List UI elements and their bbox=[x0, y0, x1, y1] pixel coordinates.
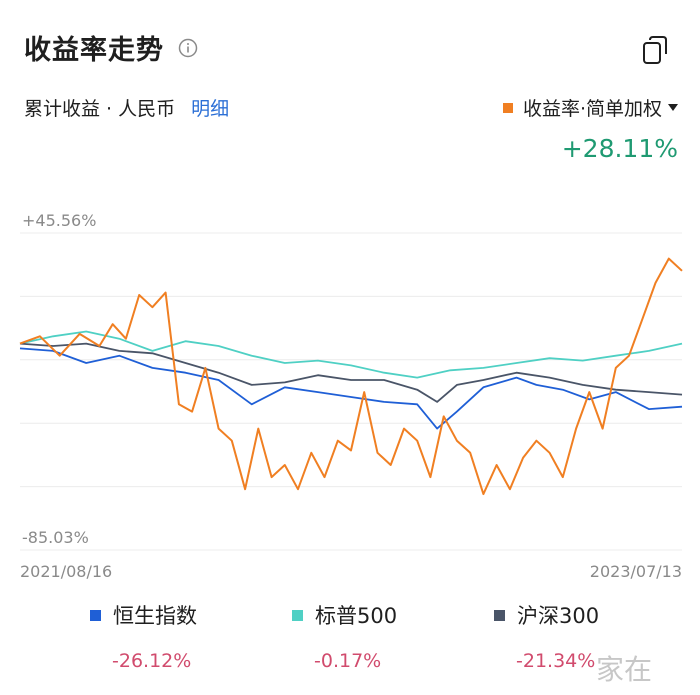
copy-icon[interactable] bbox=[643, 36, 667, 64]
subtitle: 累计收益 · 人民币 明细 bbox=[24, 94, 229, 121]
detail-link[interactable]: 明细 bbox=[191, 98, 230, 120]
legend-swatch bbox=[292, 609, 303, 621]
return-mode-select[interactable]: 收益率·简单加权 bbox=[502, 94, 678, 121]
legend-value: -26.12% bbox=[112, 650, 192, 672]
info-icon[interactable] bbox=[178, 38, 198, 58]
mode-swatch bbox=[502, 102, 513, 113]
watermark: 家在 bbox=[596, 653, 653, 686]
legend-value: -0.17% bbox=[314, 650, 382, 672]
legend-label: 恒生指数 bbox=[113, 604, 197, 628]
legend-item-csi300[interactable]: 沪深300 -21.34% bbox=[494, 600, 700, 672]
title-row: 收益率走势 bbox=[24, 28, 198, 67]
page-title: 收益率走势 bbox=[24, 35, 164, 66]
chart-grid bbox=[20, 232, 682, 551]
total-return-value: +28.11% bbox=[561, 134, 678, 163]
legend: 恒生指数 -26.12% 标普500 -0.17% 沪深300 -21.34% bbox=[0, 600, 700, 672]
x-axis-start-label: 2021/08/16 bbox=[20, 562, 112, 581]
subtitle-label: 累计收益 · 人民币 bbox=[24, 98, 176, 120]
mode-select-label: 收益率·简单加权 bbox=[522, 98, 662, 120]
legend-label: 沪深300 bbox=[517, 604, 600, 628]
returns-line-chart: +45.56% -85.03% 2021/08/16 2023/07/13 bbox=[19, 211, 683, 581]
y-axis-bottom-label: -85.03% bbox=[22, 528, 89, 547]
legend-swatch bbox=[494, 609, 505, 621]
series-line-csi300 bbox=[19, 342, 683, 403]
legend-label: 标普500 bbox=[315, 604, 398, 628]
legend-swatch bbox=[90, 609, 101, 621]
dropdown-arrow-icon bbox=[668, 104, 678, 111]
legend-item-hsi[interactable]: 恒生指数 -26.12% bbox=[90, 600, 310, 672]
series-line-sp500 bbox=[19, 330, 683, 379]
x-axis-end-label: 2023/07/13 bbox=[590, 562, 682, 581]
y-axis-top-label: +45.56% bbox=[22, 211, 96, 230]
series-line-portfolio bbox=[19, 257, 683, 496]
series-line-hsi bbox=[19, 347, 683, 430]
legend-value: -21.34% bbox=[516, 650, 596, 672]
chart-lines bbox=[19, 257, 683, 496]
legend-item-sp500[interactable]: 标普500 -0.17% bbox=[292, 600, 512, 672]
